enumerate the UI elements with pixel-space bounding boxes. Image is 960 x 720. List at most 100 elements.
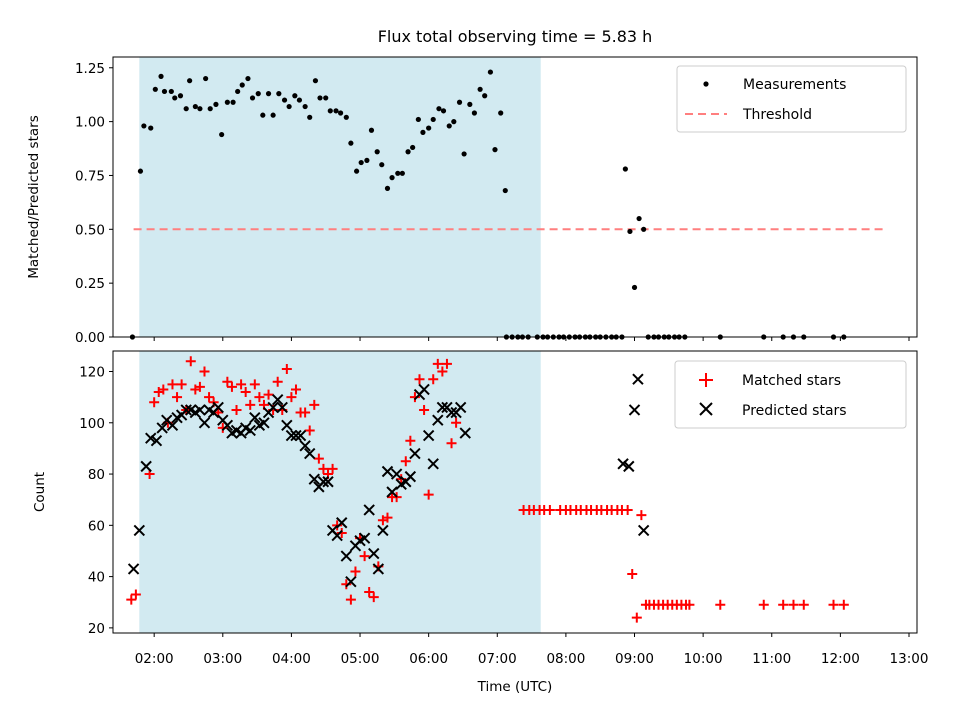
measurement-point [430,116,436,123]
predicted-star-point [198,417,211,429]
predicted-star-point [345,576,357,588]
predicted-star-point [166,419,179,432]
measurement-point [337,110,344,116]
predicted-star-point [340,550,353,562]
matched-star-point [828,599,839,610]
x-tick-label: 10:00 [684,651,723,667]
y-tick-label: 60 [88,518,105,534]
matched-star-point [368,592,379,603]
matched-star-point [382,512,393,523]
measurement-point [187,78,193,84]
measurement-point [333,108,339,114]
predicted-star-point [244,424,256,437]
measurement-point [152,86,158,92]
matched-star-point [758,599,769,610]
predicted-star-point [281,419,293,432]
measurement-point [281,97,288,103]
matched-star-point [204,392,215,403]
top-x-ticks [153,337,910,341]
measurement-point [502,187,508,194]
matched-star-point [126,594,137,605]
predicted-star-point [145,432,157,444]
matched-star-point [423,489,434,500]
bottom-axes-frame [112,350,918,634]
measurement-point [183,106,189,112]
predicted-star-point [308,473,320,485]
predicted-star-point [427,458,439,470]
x-tick-label: 08:00 [546,651,585,667]
predicted-star-point [459,427,471,439]
matched-star-point [428,374,439,385]
matched-star-point [838,599,849,610]
measurement-point [631,284,638,291]
top-plot-area [129,69,847,340]
measurement-point [471,110,477,116]
measurement-point [323,95,329,101]
measurement-point [641,226,647,232]
predicted-star-point [363,504,375,516]
measurement-point [420,129,426,135]
predicted-star-point [436,401,449,414]
matched-star-point [684,599,695,610]
y-tick-label: 0.25 [75,276,105,292]
measurement-point [177,93,184,99]
measurement-point [343,114,349,120]
predicted-star-point [150,435,163,447]
matched-star-point [327,463,338,474]
top-y-axis-label: Matched/Predicted stars [26,115,42,278]
measurement-point [265,91,272,97]
x-tick-label: 12:00 [821,651,860,667]
y-tick-label: 1.00 [75,115,105,131]
legend-label-threshold: Threshold [742,107,812,123]
measurement-point [141,123,147,129]
predicted-star-point [409,447,421,460]
measurement-point [627,228,633,235]
measurement-point [636,215,642,222]
measurement-point [235,88,241,95]
measurement-point [436,106,442,112]
measurement-point [467,101,473,107]
legend-label-predicted: Predicted stars [742,403,847,419]
matched-star-point [176,379,187,390]
matched-star-point [627,569,638,580]
bottom-panel: 20 40 60 80 100 120 02:00 03:00 04:00 05:00 06:00… [32,350,928,695]
measurement-point [399,170,405,176]
measurement-point [312,78,319,84]
x-tick-label: 04:00 [272,651,311,667]
predicted-star-point [258,417,270,429]
measurement-point [440,108,447,114]
predicted-star-point [133,524,146,537]
measurement-point [456,99,463,105]
matched-star-point [345,594,356,605]
predicted-star-point [271,394,284,406]
matched-star-point [249,379,260,390]
measurement-point [255,91,261,97]
predicted-star-point [372,563,385,575]
measurement-point [374,149,380,155]
measurement-point [172,95,178,101]
measurement-point [348,140,354,146]
matched-star-point [231,404,242,415]
bottom-shaded-region [139,351,541,633]
matched-star-point [149,397,160,408]
measurement-point [197,106,203,112]
measurement-point [446,123,452,129]
y-tick-label: 40 [88,570,105,586]
matched-star-point [158,384,169,395]
matched-star-point [715,599,726,610]
matched-star-point [245,399,256,410]
matched-star-point [631,612,642,623]
measurement-point [224,99,230,105]
chart-title: Flux total observing time = 5.83 h [378,27,653,46]
measurement-point [451,119,457,125]
measurement-point [270,112,276,118]
matched-star-point [172,392,183,403]
measurement-point [276,91,282,97]
y-tick-label: 0.00 [75,330,105,346]
predicted-star-point [381,465,394,478]
x-tick-label: 06:00 [409,651,448,667]
x-tick-label: 11:00 [752,651,791,667]
bottom-legend-box [674,360,907,429]
top-legend: Measurements Threshold [676,65,907,133]
